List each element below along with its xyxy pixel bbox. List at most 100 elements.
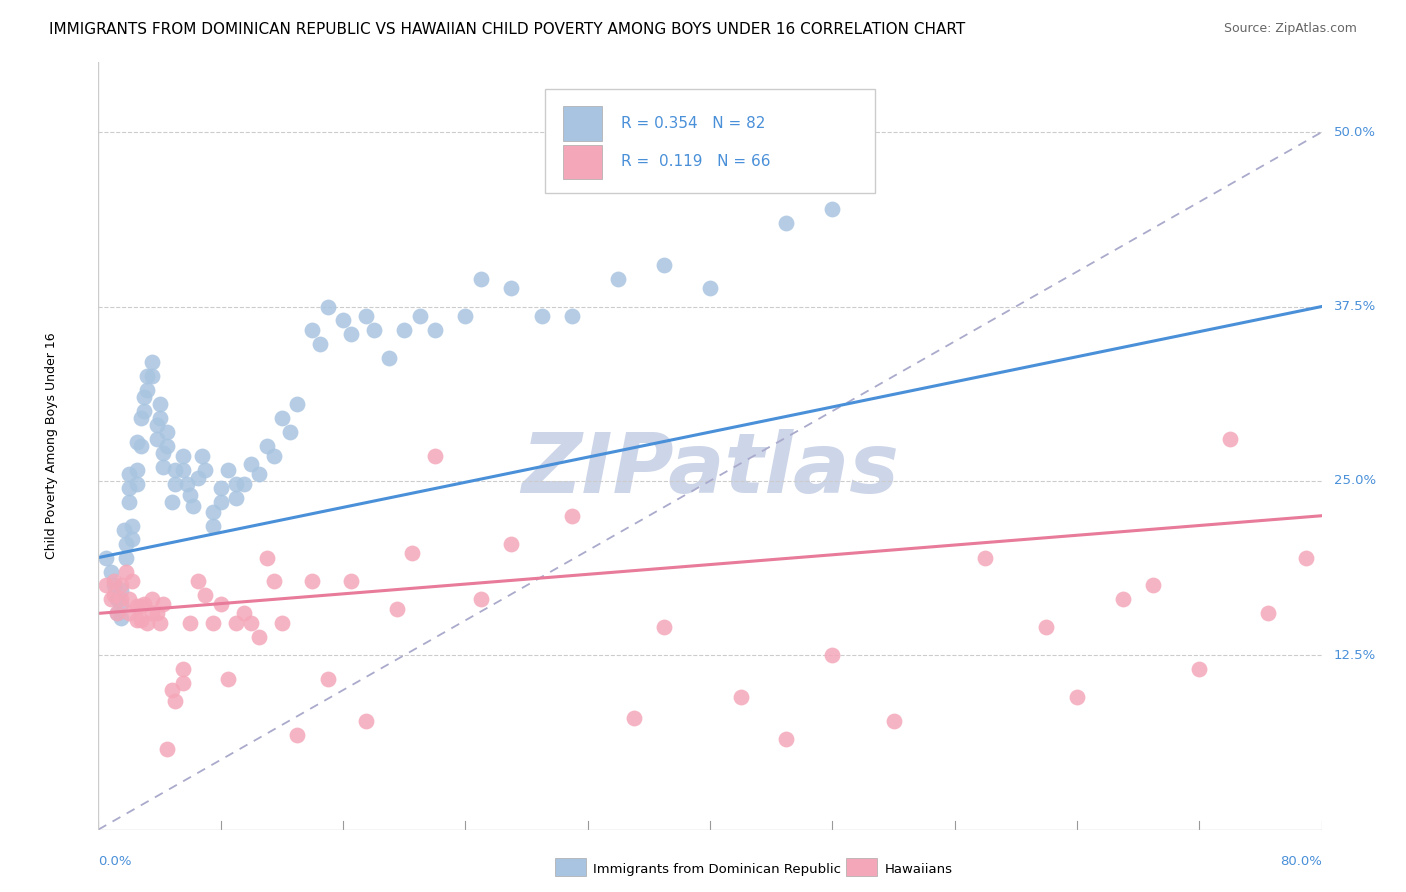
Point <box>974 550 997 565</box>
Text: Source: ZipAtlas.com: Source: ZipAtlas.com <box>1223 22 1357 36</box>
Point <box>1188 662 1211 676</box>
Point <box>354 310 377 324</box>
Point <box>209 597 232 611</box>
Point <box>392 323 416 337</box>
Text: Hawaiians: Hawaiians <box>884 863 952 876</box>
Point <box>103 578 125 592</box>
Text: 50.0%: 50.0% <box>1334 126 1376 138</box>
Point <box>179 616 201 631</box>
Point <box>821 648 844 663</box>
Point <box>501 281 523 295</box>
Text: 25.0%: 25.0% <box>1334 475 1376 487</box>
Point <box>316 300 339 314</box>
Point <box>363 323 385 337</box>
Point <box>561 508 583 523</box>
Point <box>209 481 232 495</box>
Point <box>115 550 138 565</box>
Text: R =  0.119   N = 66: R = 0.119 N = 66 <box>620 154 770 169</box>
Point <box>115 565 138 579</box>
Point <box>821 202 844 216</box>
Point <box>247 467 270 481</box>
Point <box>454 310 477 324</box>
Point <box>160 495 183 509</box>
Point <box>134 390 156 404</box>
Point <box>187 471 209 485</box>
Point <box>100 565 122 579</box>
Point <box>354 714 377 728</box>
Point <box>202 616 225 631</box>
Point <box>194 588 217 602</box>
Point <box>232 476 254 491</box>
Point <box>256 550 278 565</box>
Point <box>730 690 752 704</box>
Point <box>110 578 132 592</box>
Point <box>156 741 179 756</box>
Point <box>121 533 143 547</box>
Point <box>339 574 361 589</box>
Point <box>141 607 163 621</box>
Text: 12.5%: 12.5% <box>1334 648 1376 662</box>
Point <box>270 411 292 425</box>
Point <box>118 495 141 509</box>
Point <box>94 578 117 592</box>
Point <box>118 592 141 607</box>
Point <box>141 369 163 384</box>
Point <box>285 728 308 742</box>
Point <box>652 620 675 634</box>
Point <box>172 662 194 676</box>
Point <box>149 411 172 425</box>
Point <box>125 434 148 449</box>
Point <box>141 355 163 369</box>
Point <box>118 467 141 481</box>
Point <box>110 597 132 611</box>
Point <box>152 446 174 460</box>
Point <box>202 504 225 518</box>
Point <box>247 630 270 644</box>
Point <box>1219 432 1241 446</box>
Point <box>530 310 553 324</box>
Point <box>209 495 232 509</box>
Point <box>125 599 148 614</box>
Point <box>423 323 446 337</box>
Point <box>125 613 148 627</box>
Point <box>129 613 152 627</box>
Point <box>1066 690 1088 704</box>
Point <box>240 616 263 631</box>
Point <box>561 310 583 324</box>
Point <box>301 323 323 337</box>
Point <box>316 672 339 686</box>
Point <box>105 607 128 621</box>
Point <box>134 597 156 611</box>
Point <box>121 518 143 533</box>
Point <box>240 457 263 471</box>
Point <box>125 476 148 491</box>
Point <box>121 574 143 589</box>
Point <box>309 337 332 351</box>
Point <box>607 271 630 285</box>
Point <box>408 310 430 324</box>
Text: 37.5%: 37.5% <box>1334 300 1376 313</box>
Point <box>278 425 301 439</box>
Point <box>285 397 308 411</box>
Point <box>501 536 523 550</box>
Point <box>181 499 204 513</box>
Point <box>115 536 138 550</box>
Point <box>401 546 423 560</box>
Point <box>152 597 174 611</box>
Point <box>141 592 163 607</box>
Point <box>149 397 172 411</box>
Point <box>145 607 167 621</box>
Point <box>172 449 194 463</box>
Point <box>1257 607 1279 621</box>
Point <box>332 313 354 327</box>
Point <box>470 271 492 285</box>
Point <box>270 616 292 631</box>
Point <box>156 439 179 453</box>
Point <box>1112 592 1135 607</box>
Point <box>225 491 247 505</box>
Text: 0.0%: 0.0% <box>98 855 132 868</box>
Point <box>136 616 159 631</box>
Point <box>129 411 152 425</box>
Point <box>172 463 194 477</box>
Point <box>160 683 183 698</box>
